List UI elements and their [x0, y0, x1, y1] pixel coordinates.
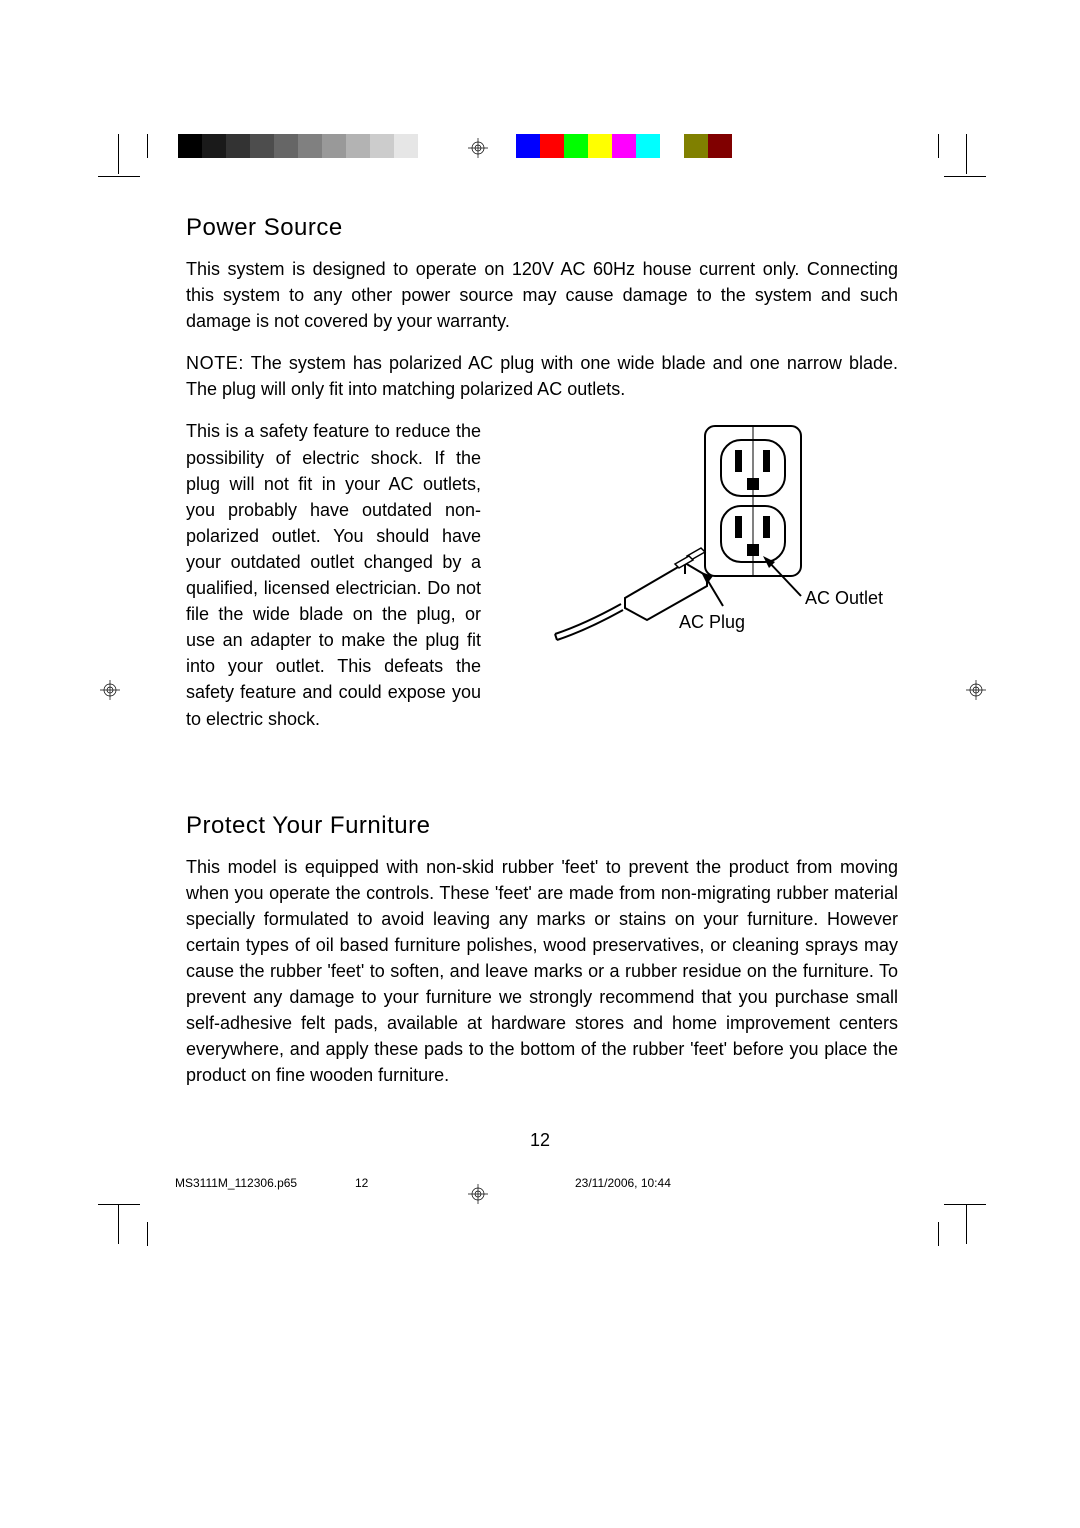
ac-plug-diagram: AC Outlet AC Plug	[505, 418, 898, 747]
plug-label: AC Plug	[679, 612, 745, 632]
grayscale-swatch	[250, 134, 274, 158]
print-footer: MS3111M_112306.p65 12 23/11/2006, 10:44	[175, 1176, 915, 1190]
color-swatch	[564, 134, 588, 158]
grayscale-swatch	[274, 134, 298, 158]
paragraph-safety: This is a safety feature to reduce the p…	[186, 418, 481, 731]
heading-protect-furniture: Protect Your Furniture	[186, 812, 898, 840]
crop-mark	[147, 134, 148, 158]
color-swatch	[636, 134, 660, 158]
crop-mark	[118, 1204, 119, 1244]
grayscale-swatch	[298, 134, 322, 158]
paragraph-furniture: This model is equipped with non-skid rub…	[186, 854, 898, 1089]
color-swatch	[684, 134, 708, 158]
grayscale-swatch	[346, 134, 370, 158]
note-label: NOTE:	[186, 353, 244, 373]
grayscale-swatch	[178, 134, 202, 158]
crop-mark	[938, 134, 939, 158]
footer-filename: MS3111M_112306.p65	[175, 1176, 355, 1190]
heading-power-source: Power Source	[186, 214, 898, 242]
page-number: 12	[0, 1130, 1080, 1151]
grayscale-swatch	[322, 134, 346, 158]
footer-page: 12	[355, 1176, 475, 1190]
print-color-bars	[178, 134, 908, 158]
paragraph-power-source: This system is designed to operate on 12…	[186, 256, 898, 334]
grayscale-swatch	[418, 134, 442, 158]
registration-mark-icon	[100, 680, 120, 705]
crop-mark	[938, 1222, 939, 1246]
crop-mark	[147, 1222, 148, 1246]
grayscale-swatch	[394, 134, 418, 158]
footer-date: 23/11/2006, 10:44	[575, 1176, 671, 1190]
crop-mark	[944, 176, 986, 177]
crop-mark	[966, 134, 967, 174]
color-swatch	[588, 134, 612, 158]
color-swatch	[612, 134, 636, 158]
crop-mark	[98, 176, 140, 177]
crop-mark	[98, 1204, 140, 1205]
crop-mark	[944, 1204, 986, 1205]
note-text: The system has polarized AC plug with on…	[186, 353, 898, 399]
registration-mark-icon	[966, 680, 986, 705]
grayscale-swatch	[370, 134, 394, 158]
color-swatch	[540, 134, 564, 158]
paragraph-note: NOTE: The system has polarized AC plug w…	[186, 350, 898, 402]
registration-mark-icon	[468, 138, 488, 163]
grayscale-swatch	[202, 134, 226, 158]
page-body: Power Source This system is designed to …	[186, 214, 898, 1104]
grayscale-swatch	[226, 134, 250, 158]
color-swatch	[660, 134, 684, 158]
color-swatch	[708, 134, 732, 158]
crop-mark	[118, 134, 119, 174]
color-swatch	[516, 134, 540, 158]
crop-mark	[966, 1204, 967, 1244]
outlet-label: AC Outlet	[805, 588, 883, 608]
